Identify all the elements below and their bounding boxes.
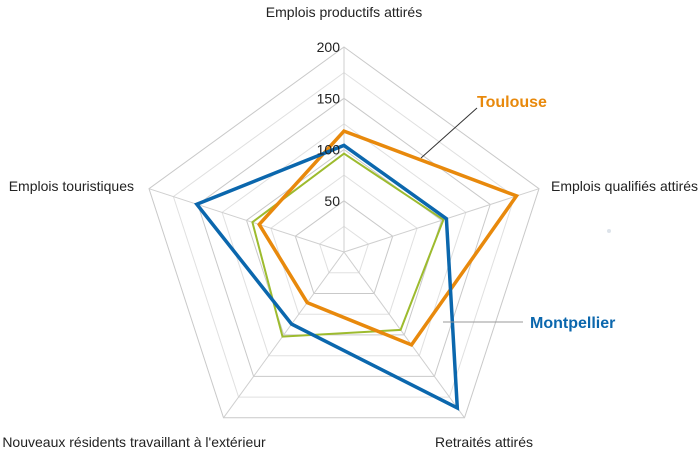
grid-spoke-1	[343, 188, 540, 253]
series-label-toulouse: Toulouse	[477, 94, 547, 111]
grid-ring-125	[221, 123, 467, 357]
grid-ring-200	[148, 46, 540, 419]
tick-label-50: 50	[324, 193, 340, 209]
grid-ring-175	[172, 71, 516, 398]
tick-label-150: 150	[317, 90, 341, 106]
grid-spoke-2	[343, 251, 465, 419]
axis-label-emplois-productifs: Emplois productifs attirés	[266, 4, 422, 20]
axis-label-retraites: Retraités attirés	[435, 434, 533, 450]
toulouse-leader-line	[420, 107, 478, 159]
grid-ring-25	[319, 225, 369, 274]
grid-ring-75	[270, 174, 418, 315]
series-callouts: Toulouse Montpellier	[420, 94, 615, 332]
axis-label-nouveaux-residents: Nouveaux résidents travaillant à l'extér…	[2, 434, 266, 450]
tick-label-100: 100	[317, 142, 341, 158]
grid-ring-50	[294, 200, 394, 294]
tick-label-200: 200	[317, 39, 341, 55]
grid-spoke-4	[148, 188, 345, 253]
series-line-toulouse	[257, 129, 520, 348]
grid-ring-150	[197, 97, 491, 377]
grid-spoke-3	[223, 251, 345, 419]
radial-tick-labels: 50 100 150 200	[317, 39, 341, 209]
series-line-series-0	[251, 152, 445, 338]
series-label-montpellier: Montpellier	[530, 315, 615, 332]
axis-label-emplois-touristiques: Emplois touristiques	[9, 178, 134, 194]
series-line-montpellier	[193, 143, 460, 411]
radar-grid	[148, 46, 540, 419]
radar-series	[193, 129, 520, 411]
decorative-dot	[607, 229, 611, 233]
axis-label-emplois-qualifies: Emplois qualifiés attirés	[551, 178, 698, 194]
